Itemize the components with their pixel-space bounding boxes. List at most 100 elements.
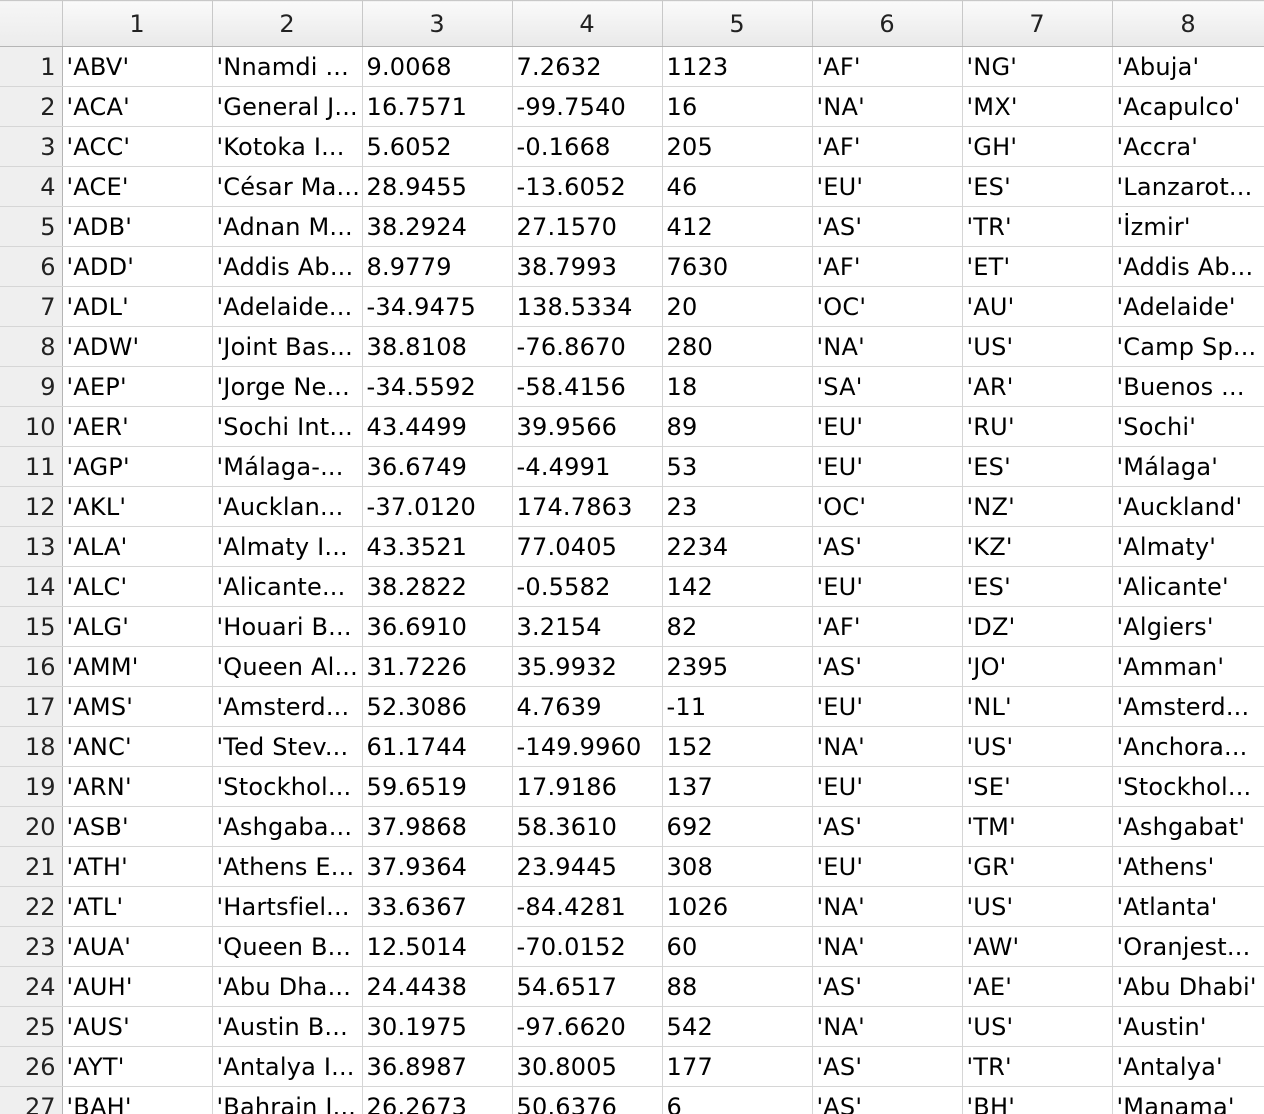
cell[interactable]: 'OC' <box>812 486 963 527</box>
cell[interactable]: 'TR' <box>962 206 1113 247</box>
cell[interactable]: 'ACC' <box>62 126 213 167</box>
cell[interactable]: 'Amsterd... <box>212 686 363 727</box>
cell[interactable]: 37.9868 <box>362 806 513 847</box>
row-header[interactable]: 4 <box>0 166 63 207</box>
cell[interactable]: 'Almaty I... <box>212 526 363 567</box>
cell[interactable]: 'Ashgaba... <box>212 806 363 847</box>
cell[interactable]: 'DZ' <box>962 606 1113 647</box>
cell[interactable]: 'NA' <box>812 886 963 927</box>
row-header[interactable]: 25 <box>0 1006 63 1047</box>
cell[interactable]: 38.7993 <box>512 246 663 287</box>
cell[interactable]: 'US' <box>962 326 1113 367</box>
cell[interactable]: 'ALG' <box>62 606 213 647</box>
row-header[interactable]: 20 <box>0 806 63 847</box>
cell[interactable]: 'EU' <box>812 766 963 807</box>
cell[interactable]: 'Alicante... <box>212 566 363 607</box>
cell[interactable]: 17.9186 <box>512 766 663 807</box>
cell[interactable]: 'Sochi Int... <box>212 406 363 447</box>
cell[interactable]: 52.3086 <box>362 686 513 727</box>
cell[interactable]: 'Alicante' <box>1112 566 1264 607</box>
cell[interactable]: 77.0405 <box>512 526 663 567</box>
cell[interactable]: 'ASB' <box>62 806 213 847</box>
cell[interactable]: 'NG' <box>962 46 1113 87</box>
cell[interactable]: -34.5592 <box>362 366 513 407</box>
cell[interactable]: 'NL' <box>962 686 1113 727</box>
cell[interactable]: 'JO' <box>962 646 1113 687</box>
cell[interactable]: 'AS' <box>812 1086 963 1114</box>
cell[interactable]: 'ET' <box>962 246 1113 287</box>
cell[interactable]: 'GH' <box>962 126 1113 167</box>
cell[interactable]: -58.4156 <box>512 366 663 407</box>
column-header-4[interactable]: 4 <box>512 0 663 47</box>
cell[interactable]: -97.6620 <box>512 1006 663 1047</box>
cell[interactable]: 50.6376 <box>512 1086 663 1114</box>
cell[interactable]: 1123 <box>662 46 813 87</box>
cell[interactable]: 4.7639 <box>512 686 663 727</box>
cell[interactable]: 'Athens E... <box>212 846 363 887</box>
cell[interactable]: 'AF' <box>812 606 963 647</box>
row-header[interactable]: 27 <box>0 1086 63 1114</box>
cell[interactable]: -84.4281 <box>512 886 663 927</box>
cell[interactable]: 'Buenos ... <box>1112 366 1264 407</box>
row-header[interactable]: 18 <box>0 726 63 767</box>
cell[interactable]: 'Adnan M... <box>212 206 363 247</box>
cell[interactable]: 'EU' <box>812 446 963 487</box>
cell[interactable]: 'Stockhol... <box>212 766 363 807</box>
cell[interactable]: 'AMM' <box>62 646 213 687</box>
cell[interactable]: 'Amman' <box>1112 646 1264 687</box>
cell[interactable]: 3.2154 <box>512 606 663 647</box>
cell[interactable]: 'ANC' <box>62 726 213 767</box>
cell[interactable]: -11 <box>662 686 813 727</box>
cell[interactable]: 36.8987 <box>362 1046 513 1087</box>
cell[interactable]: 9.0068 <box>362 46 513 87</box>
cell[interactable]: 138.5334 <box>512 286 663 327</box>
cell[interactable]: 'SA' <box>812 366 963 407</box>
cell[interactable]: 'Addis Ab... <box>1112 246 1264 287</box>
row-header[interactable]: 15 <box>0 606 63 647</box>
cell[interactable]: 2234 <box>662 526 813 567</box>
cell[interactable]: 'Abu Dha... <box>212 966 363 1007</box>
cell[interactable]: 'AF' <box>812 46 963 87</box>
cell[interactable]: 'BAH' <box>62 1086 213 1114</box>
cell[interactable]: 'Málaga' <box>1112 446 1264 487</box>
cell[interactable]: 'Almaty' <box>1112 526 1264 567</box>
cell[interactable]: 'AKL' <box>62 486 213 527</box>
cell[interactable]: 30.8005 <box>512 1046 663 1087</box>
row-header[interactable]: 12 <box>0 486 63 527</box>
cell[interactable]: 'AS' <box>812 806 963 847</box>
cell[interactable]: 'Lanzarot... <box>1112 166 1264 207</box>
cell[interactable]: 'Queen B... <box>212 926 363 967</box>
cell[interactable]: 'Accra' <box>1112 126 1264 167</box>
cell[interactable]: 'ALC' <box>62 566 213 607</box>
cell[interactable]: 7.2632 <box>512 46 663 87</box>
cell[interactable]: 'AS' <box>812 966 963 1007</box>
row-header[interactable]: 21 <box>0 846 63 887</box>
cell[interactable]: 205 <box>662 126 813 167</box>
cell[interactable]: 38.2924 <box>362 206 513 247</box>
cell[interactable]: 'ACA' <box>62 86 213 127</box>
cell[interactable]: 26.2673 <box>362 1086 513 1114</box>
cell[interactable]: 'ALA' <box>62 526 213 567</box>
cell[interactable]: 'AR' <box>962 366 1113 407</box>
cell[interactable]: 12.5014 <box>362 926 513 967</box>
cell[interactable]: 58.3610 <box>512 806 663 847</box>
cell[interactable]: 30.1975 <box>362 1006 513 1047</box>
cell[interactable]: 'General J... <box>212 86 363 127</box>
cell[interactable]: 137 <box>662 766 813 807</box>
cell[interactable]: 152 <box>662 726 813 767</box>
column-header-1[interactable]: 1 <box>62 0 213 47</box>
cell[interactable]: 'NA' <box>812 326 963 367</box>
cell[interactable]: 'Houari B... <box>212 606 363 647</box>
cell[interactable]: -37.0120 <box>362 486 513 527</box>
cell[interactable]: 'AER' <box>62 406 213 447</box>
cell[interactable]: 'TR' <box>962 1046 1113 1087</box>
row-header[interactable]: 24 <box>0 966 63 1007</box>
cell[interactable]: 'Algiers' <box>1112 606 1264 647</box>
row-header[interactable]: 14 <box>0 566 63 607</box>
row-header[interactable]: 6 <box>0 246 63 287</box>
cell[interactable]: 89 <box>662 406 813 447</box>
cell[interactable]: 36.6749 <box>362 446 513 487</box>
cell[interactable]: 'AYT' <box>62 1046 213 1087</box>
cell[interactable]: 'Acapulco' <box>1112 86 1264 127</box>
cell[interactable]: 24.4438 <box>362 966 513 1007</box>
